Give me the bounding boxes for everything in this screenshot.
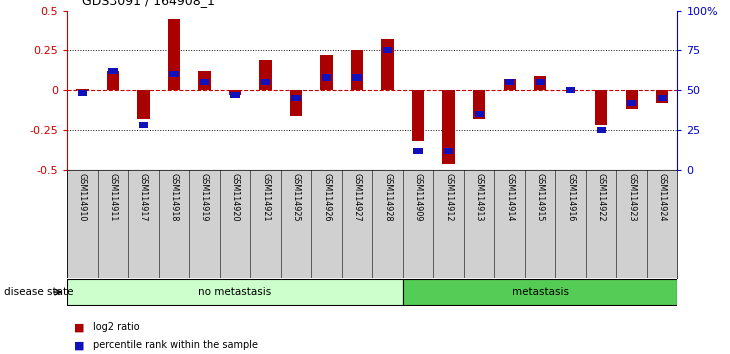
Text: GSM114916: GSM114916 xyxy=(566,173,575,222)
Text: GSM114924: GSM114924 xyxy=(658,173,666,222)
Bar xyxy=(231,92,239,98)
Bar xyxy=(290,90,302,116)
Text: GSM114918: GSM114918 xyxy=(169,173,178,222)
Text: log2 ratio: log2 ratio xyxy=(93,322,139,332)
Bar xyxy=(444,148,453,154)
Bar xyxy=(77,88,88,90)
Text: GSM114926: GSM114926 xyxy=(322,173,331,222)
Bar xyxy=(78,90,87,97)
Bar xyxy=(107,71,119,90)
Bar xyxy=(412,90,424,141)
Text: GSM114921: GSM114921 xyxy=(261,173,270,222)
Bar xyxy=(504,79,515,90)
Bar xyxy=(596,127,606,133)
Text: ■: ■ xyxy=(74,322,85,332)
Text: GSM114909: GSM114909 xyxy=(414,173,423,222)
Text: GSM114922: GSM114922 xyxy=(596,173,606,222)
Bar xyxy=(658,95,666,101)
Bar xyxy=(534,76,546,90)
Bar xyxy=(320,55,333,90)
Text: GSM114927: GSM114927 xyxy=(353,173,361,222)
Bar xyxy=(108,68,118,74)
Bar xyxy=(473,90,485,119)
Bar xyxy=(67,279,403,305)
Text: GSM114910: GSM114910 xyxy=(78,173,87,222)
Bar xyxy=(291,95,301,101)
Bar xyxy=(169,71,179,78)
Text: disease state: disease state xyxy=(4,287,73,297)
Bar xyxy=(261,79,270,85)
Text: GSM114917: GSM114917 xyxy=(139,173,148,222)
Text: GSM114928: GSM114928 xyxy=(383,173,392,222)
Bar xyxy=(383,47,392,53)
Bar xyxy=(168,18,180,90)
Bar xyxy=(322,74,331,81)
Bar xyxy=(353,74,361,81)
Text: ■: ■ xyxy=(74,340,85,350)
Text: no metastasis: no metastasis xyxy=(199,287,272,297)
Bar xyxy=(656,90,668,103)
Text: percentile rank within the sample: percentile rank within the sample xyxy=(93,340,258,350)
Text: GSM114912: GSM114912 xyxy=(444,173,453,222)
Bar xyxy=(627,100,637,106)
Bar xyxy=(229,90,241,95)
Bar xyxy=(626,90,638,109)
Text: GSM114914: GSM114914 xyxy=(505,173,514,222)
Bar xyxy=(413,148,423,154)
Bar xyxy=(566,87,575,93)
Text: GSM114919: GSM114919 xyxy=(200,173,209,222)
Text: GSM114925: GSM114925 xyxy=(291,173,301,222)
Bar xyxy=(137,90,150,119)
Bar xyxy=(200,79,209,85)
Bar xyxy=(595,90,607,125)
Text: GSM114915: GSM114915 xyxy=(536,173,545,222)
Bar xyxy=(382,39,393,90)
Text: metastasis: metastasis xyxy=(512,287,569,297)
Text: GSM114913: GSM114913 xyxy=(474,173,483,222)
Bar xyxy=(139,122,148,129)
Bar xyxy=(442,90,455,164)
Bar xyxy=(536,79,545,85)
Bar xyxy=(259,60,272,90)
Text: GSM114920: GSM114920 xyxy=(231,173,239,222)
Text: GDS3091 / 164908_1: GDS3091 / 164908_1 xyxy=(82,0,215,7)
Bar xyxy=(505,79,514,85)
Bar xyxy=(199,71,210,90)
Bar xyxy=(351,50,363,90)
Text: GSM114911: GSM114911 xyxy=(109,173,118,222)
Text: GSM114923: GSM114923 xyxy=(627,173,636,222)
Bar xyxy=(474,111,484,117)
Bar xyxy=(403,279,677,305)
